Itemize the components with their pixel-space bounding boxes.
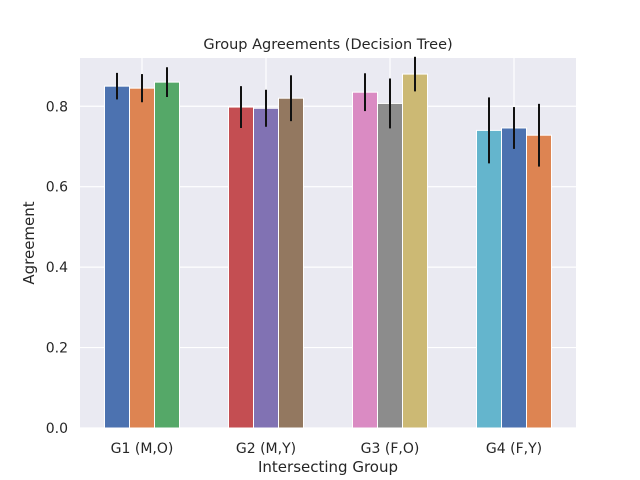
y-tick-label: 0.8 (46, 99, 68, 115)
bar (228, 106, 254, 429)
x-tick-label: G1 (M,O) (111, 441, 174, 457)
bar (104, 85, 130, 429)
bar (377, 102, 403, 429)
x-tick-label: G3 (F,O) (361, 441, 420, 457)
bar-series (104, 73, 552, 429)
chart-title: Group Agreements (Decision Tree) (203, 37, 452, 53)
y-axis-title: Agreement (20, 201, 38, 284)
x-tick-label: G2 (M,Y) (236, 441, 296, 457)
x-tick-label: G4 (F,Y) (486, 441, 542, 457)
bar (154, 81, 180, 429)
x-axis-title: Intersecting Group (258, 458, 398, 476)
bar (352, 91, 378, 429)
y-tick-label: 0.4 (46, 260, 68, 276)
y-tick-label: 0.6 (46, 180, 68, 196)
error-bars (116, 56, 540, 167)
bar (476, 129, 502, 429)
bar (253, 107, 279, 429)
x-tick-labels: G1 (M,O) G2 (M,Y) G3 (F,O) G4 (F,Y) (111, 441, 542, 457)
y-tick-labels: 0.0 0.2 0.4 0.6 0.8 (46, 99, 68, 437)
y-tick-label: 0.2 (46, 341, 68, 357)
bar (402, 73, 428, 429)
bar (129, 87, 155, 429)
bar (278, 97, 304, 429)
y-tick-label: 0.0 (46, 421, 68, 437)
bar (501, 127, 527, 429)
bar (526, 134, 552, 429)
